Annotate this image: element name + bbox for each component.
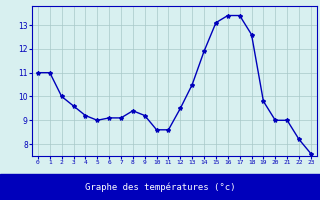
Text: Graphe des températures (°c): Graphe des températures (°c) xyxy=(85,182,235,192)
